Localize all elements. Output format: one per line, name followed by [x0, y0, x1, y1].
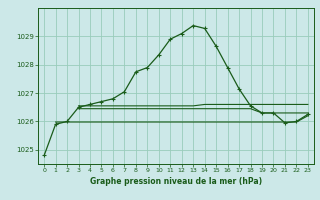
X-axis label: Graphe pression niveau de la mer (hPa): Graphe pression niveau de la mer (hPa) — [90, 177, 262, 186]
